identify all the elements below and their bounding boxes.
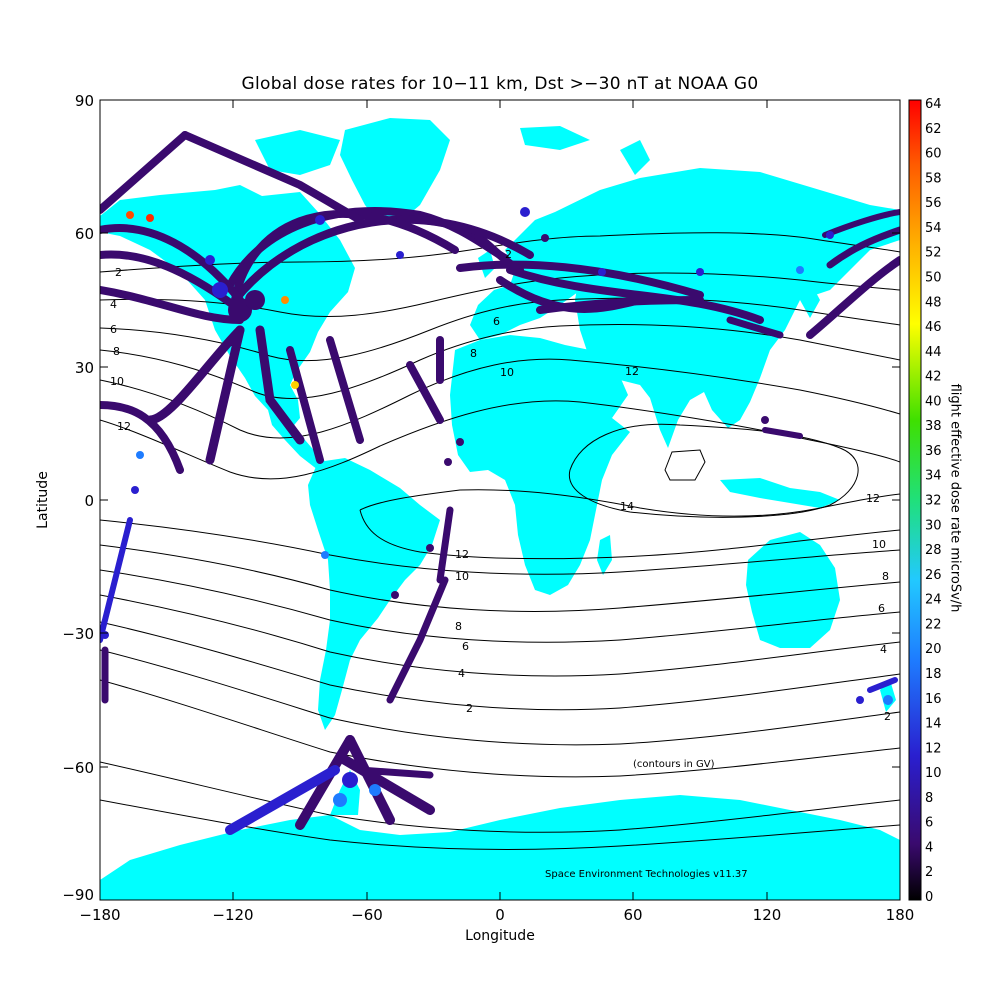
y-tick-label: −90 <box>62 886 94 904</box>
colorbar-tick-label: 2 <box>925 865 933 880</box>
y-tick-label: 30 <box>75 359 94 377</box>
contour-label: 10 <box>872 538 886 551</box>
colorbar-tick-label: 14 <box>925 717 942 732</box>
land-novaya-zemlya <box>620 140 650 175</box>
colorbar-tick-label: 8 <box>925 791 933 806</box>
contour-label: 6 <box>110 323 117 336</box>
contour-label: 2 <box>466 702 473 715</box>
land-south-america <box>308 458 440 730</box>
contour-label: 6 <box>493 315 500 328</box>
colorbar-tick-label: 60 <box>925 147 942 162</box>
credit-text: Space Environment Technologies v11.37 <box>545 869 748 880</box>
contour-label: 4 <box>110 298 117 311</box>
chart-title: Global dose rates for 10−11 km, Dst >−30… <box>241 74 759 94</box>
contour-label: 4 <box>458 667 465 680</box>
y-tick-labels: 90 60 30 0 −30 −60 −90 <box>62 92 94 904</box>
contours-note: (contours in GV) <box>633 759 715 770</box>
x-tick-label: 60 <box>623 906 642 924</box>
contour-label: 14 <box>620 500 634 513</box>
x-axis-label: Longitude <box>465 928 535 944</box>
contour-label: 8 <box>470 347 477 360</box>
land-arctic-islands <box>255 130 340 175</box>
contour-label: 2 <box>115 266 122 279</box>
contour-label: 2 <box>884 710 891 723</box>
land-indonesia <box>720 478 840 508</box>
contour-label: 8 <box>113 345 120 358</box>
contour-lines <box>100 232 900 850</box>
contour-label: 6 <box>462 640 469 653</box>
colorbar-tick-label: 16 <box>925 692 942 707</box>
colorbar-tick-labels: 0246810121416182022242628303234363840424… <box>925 97 942 905</box>
x-tick-label: −60 <box>351 906 383 924</box>
y-tick-label: −30 <box>62 625 94 643</box>
y-tick-label: 60 <box>75 225 94 243</box>
contour-label: 2 <box>505 248 512 261</box>
land-antarctica <box>100 795 900 900</box>
land-svalbard <box>520 126 590 150</box>
colorbar-tick-label: 26 <box>925 568 942 583</box>
colorbar-tick-label: 48 <box>925 295 942 310</box>
contour-label-group: 2 4 6 8 10 12 2 6 8 10 12 14 12 10 8 6 4… <box>110 248 891 723</box>
x-tick-label: −180 <box>79 906 120 924</box>
colorbar-tick-label: 56 <box>925 196 942 211</box>
x-tick-labels: −180 −120 −60 0 60 120 180 <box>79 906 914 924</box>
colorbar-tick-label: 18 <box>925 667 942 682</box>
contour-label: 10 <box>500 366 514 379</box>
colorbar-tick-label: 12 <box>925 741 942 756</box>
contour-label: 12 <box>625 365 639 378</box>
colorbar-tick-label: 24 <box>925 593 942 608</box>
y-tick-label: −60 <box>62 759 94 777</box>
y-axis-label: Latitude <box>35 471 51 529</box>
colorbar-tick-label: 22 <box>925 617 942 632</box>
colorbar-tick-label: 10 <box>925 766 942 781</box>
x-tick-label: 120 <box>753 906 782 924</box>
colorbar-tick-label: 52 <box>925 246 942 261</box>
x-tick-label: 180 <box>886 906 915 924</box>
colorbar-tick-label: 54 <box>925 221 942 236</box>
y-tick-label: 90 <box>75 92 94 110</box>
contour-label: 6 <box>878 602 885 615</box>
colorbar <box>908 99 922 901</box>
land-africa <box>450 335 630 595</box>
land-australia <box>746 532 840 648</box>
land-madagascar <box>597 535 612 575</box>
colorbar-tick-label: 58 <box>925 171 942 186</box>
colorbar-tick-label: 34 <box>925 469 942 484</box>
colorbar-tick-label: 50 <box>925 270 942 285</box>
colorbar-tick-label: 32 <box>925 494 942 509</box>
colorbar-tick-label: 28 <box>925 543 942 558</box>
land-japan <box>800 285 820 318</box>
contour-label: 12 <box>866 492 880 505</box>
y-tick-label: 0 <box>84 492 94 510</box>
land-greenland <box>340 118 450 224</box>
contour-label: 10 <box>455 570 469 583</box>
colorbar-tick-label: 38 <box>925 419 942 434</box>
contour-label: 8 <box>455 620 462 633</box>
colorbar-tick-label: 44 <box>925 345 942 360</box>
colorbar-tick-label: 42 <box>925 370 942 385</box>
land-arabia <box>565 345 628 418</box>
contour-label: 4 <box>880 643 887 656</box>
colorbar-tick-label: 36 <box>925 444 942 459</box>
x-tick-label: −120 <box>212 906 253 924</box>
flight-track-points <box>101 207 893 807</box>
contour-label: 12 <box>455 548 469 561</box>
colorbar-tick-label: 46 <box>925 320 942 335</box>
colorbar-label: flight effective dose rate microSv/h <box>947 383 963 613</box>
x-tick-label: 0 <box>495 906 505 924</box>
colorbar-tick-label: 20 <box>925 642 942 657</box>
x-tick-marks <box>99 99 901 901</box>
colorbar-tick-label: 0 <box>925 890 933 905</box>
colorbar-tick-label: 64 <box>925 97 942 112</box>
colorbar-tick-label: 6 <box>925 816 933 831</box>
colorbar-tick-label: 4 <box>925 840 933 855</box>
contour-label: 12 <box>117 420 131 433</box>
colorbar-tick-label: 40 <box>925 394 942 409</box>
contour-label: 10 <box>110 375 124 388</box>
contour-label: 8 <box>882 570 889 583</box>
colorbar-tick-label: 62 <box>925 122 942 137</box>
colorbar-tick-label: 30 <box>925 518 942 533</box>
